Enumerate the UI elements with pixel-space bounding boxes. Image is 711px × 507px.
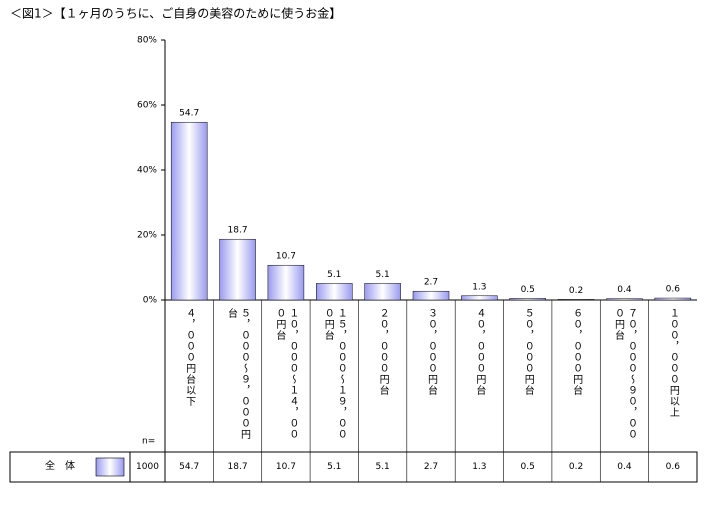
x-tick-label: ６０，０００円台: [570, 308, 582, 396]
bar: [654, 297, 692, 301]
table-value: 18.7: [227, 462, 248, 472]
data-label: 10.7: [276, 252, 296, 262]
legend-swatch: [95, 457, 125, 477]
bar: [412, 290, 450, 301]
x-tick-label: １０，０００～１４，０００円台: [273, 308, 298, 440]
data-label: 5.1: [375, 270, 389, 280]
data-label: 5.1: [327, 270, 341, 280]
table-value: 0.4: [617, 462, 632, 472]
table-value: 0.5: [520, 462, 535, 472]
x-tick-label: ４，０００円台以下: [183, 308, 195, 407]
chart-title: ＜図1＞【１ヶ月のうちに、ご自身の美容のために使うお金】: [10, 6, 341, 21]
y-tick-label: 40%: [137, 166, 157, 176]
n-label: n=: [142, 437, 155, 447]
table-value: 54.7: [179, 462, 200, 472]
data-label: 18.7: [228, 226, 248, 236]
x-tick-label: ７０，０００～９０，０００円台: [612, 308, 637, 440]
bar: [509, 298, 546, 301]
bar: [364, 283, 401, 301]
y-tick-label: 60%: [137, 101, 157, 111]
x-tick-label: １５，０００～１９，０００円台: [322, 308, 347, 440]
data-label: 1.3: [472, 282, 486, 292]
x-tick-label: ４０，０００円台: [473, 308, 485, 396]
table-value: 5.1: [327, 462, 342, 472]
data-label: 0.2: [569, 286, 583, 296]
x-tick-label: ２０，０００円台: [377, 308, 389, 396]
x-tick-label: １００，０００円以上: [667, 308, 679, 418]
legend-label: 全 体: [45, 461, 75, 472]
y-tick-label: 80%: [137, 36, 157, 46]
table-value: 5.1: [375, 462, 390, 472]
x-tick-label: ５，０００～９，０００円台: [225, 308, 250, 440]
table-value: 2.7: [423, 462, 439, 472]
table-value: 0.2: [568, 462, 584, 472]
n-value: 1000: [136, 462, 159, 472]
x-tick-label: ３０，０００円台: [425, 308, 437, 396]
x-tick-label: ５０，０００円台: [522, 308, 534, 396]
data-label: 2.7: [424, 278, 438, 288]
table-value: 0.6: [665, 462, 680, 472]
data-label: 0.6: [666, 285, 681, 295]
bar: [461, 295, 498, 301]
table-value: 1.3: [472, 462, 487, 472]
bar: [316, 283, 353, 301]
y-tick-label: 0%: [143, 296, 158, 306]
bar: [170, 121, 208, 301]
y-tick-label: 20%: [137, 231, 157, 241]
table-border: [9, 451, 698, 483]
bar: [557, 299, 595, 301]
data-label: 54.7: [179, 109, 199, 119]
data-label: 0.5: [521, 285, 535, 295]
bar: [267, 264, 305, 301]
table-value: 10.7: [275, 462, 296, 472]
data-label: 0.4: [617, 285, 632, 295]
bar: [606, 298, 643, 301]
bar: [219, 238, 256, 301]
